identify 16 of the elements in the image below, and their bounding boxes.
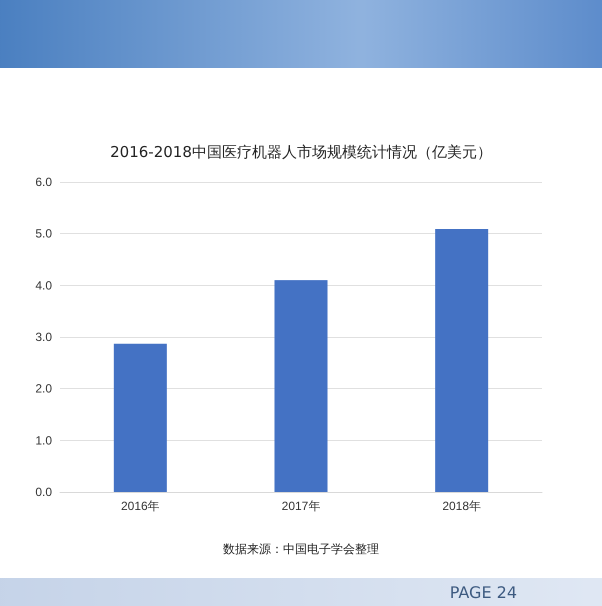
text: PAGE 24 xyxy=(450,583,517,602)
chart-title: 2016-2018中国医疗机器人市场规模统计情况（亿美元） xyxy=(109,143,493,162)
y-tick-label: 5.0 xyxy=(35,226,52,241)
x-tick-label: 2016年 xyxy=(120,499,160,513)
y-tick-label: 6.0 xyxy=(35,175,52,189)
bar xyxy=(114,344,167,492)
y-tick-label: 1.0 xyxy=(35,433,52,448)
x-tick-label: 2017年 xyxy=(282,499,320,513)
y-tick-label: 0.0 xyxy=(35,485,52,499)
y-tick-label: 4.0 xyxy=(35,278,52,292)
bar xyxy=(435,229,488,492)
y-tick-label: 3.0 xyxy=(35,330,52,344)
source-note: 数据来源：中国电子学会整理 xyxy=(222,541,380,558)
bar xyxy=(274,280,328,492)
y-tick-label: 2.0 xyxy=(35,382,52,396)
x-tick-label: 2018年 xyxy=(442,499,482,513)
